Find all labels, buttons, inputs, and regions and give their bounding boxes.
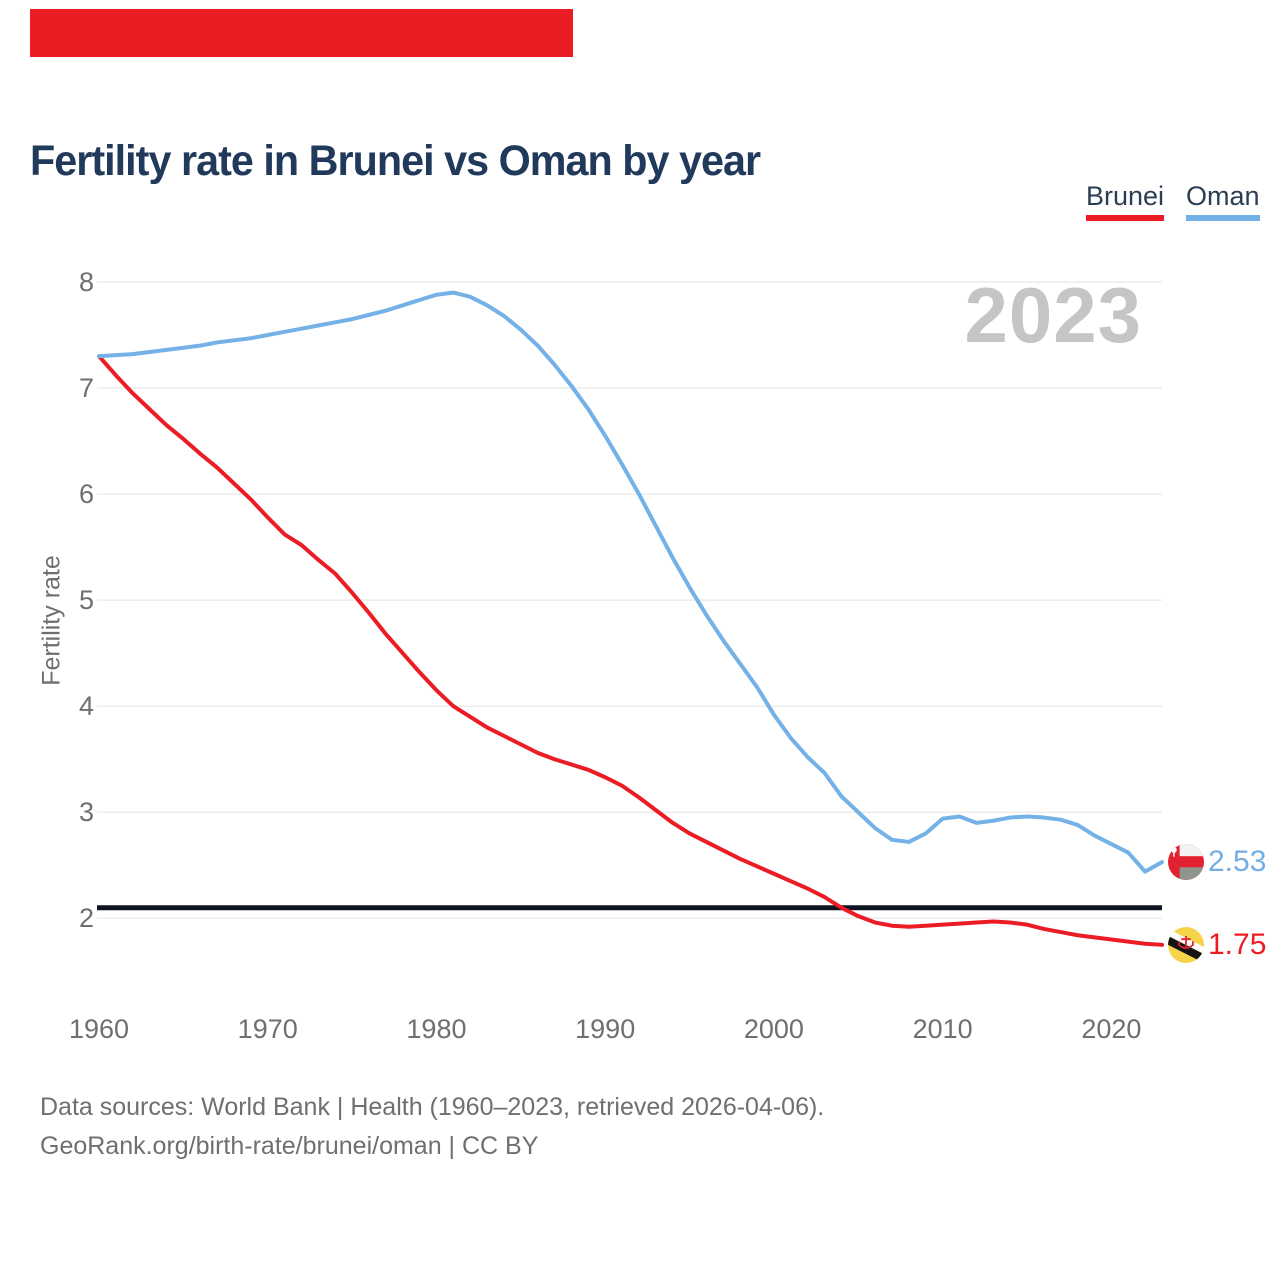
gridlines <box>97 281 1162 920</box>
legend-label-oman: Oman <box>1186 181 1260 211</box>
legend-swatch-oman <box>1186 215 1260 221</box>
oman-end-value: 2.53 <box>1207 845 1267 879</box>
legend-label-brunei: Brunei <box>1086 181 1165 211</box>
year-watermark: 2023 <box>964 271 1142 359</box>
x-tick-label: 2010 <box>912 1014 973 1044</box>
brunei-series-line <box>97 354 1164 947</box>
brunei-end-value: 1.75 <box>1207 927 1267 961</box>
x-tick-label: 2020 <box>1081 1014 1142 1044</box>
x-tick-label: 2000 <box>743 1014 804 1044</box>
x-tick-label: 1980 <box>406 1014 467 1044</box>
y-tick-label: 6 <box>78 479 94 510</box>
x-tick-label: 1960 <box>68 1014 130 1044</box>
page-title: Fertility rate in Brunei vs Oman by year <box>30 136 761 185</box>
x-tick-label: 1990 <box>575 1014 636 1044</box>
y-tick-label: 8 <box>78 267 94 297</box>
y-tick-label: 3 <box>78 797 94 828</box>
legend-swatch-brunei <box>1086 215 1165 221</box>
y-tick-label: 7 <box>78 373 94 404</box>
y-axis-title: Fertility rate <box>37 555 66 686</box>
footer-sources-line: Data sources: World Bank | Health (1960–… <box>40 1093 825 1121</box>
oman-flag-marker <box>1167 844 1204 881</box>
top-accent-bar <box>30 9 573 57</box>
legend: Brunei Oman <box>1086 183 1260 223</box>
y-tick-label: 5 <box>78 585 94 616</box>
y-tick-label: 2 <box>78 903 94 934</box>
y-tick-label: 4 <box>78 691 94 722</box>
brunei-flag-marker <box>1167 926 1204 963</box>
legend-item-brunei[interactable]: Brunei <box>1086 181 1165 221</box>
legend-item-oman[interactable]: Oman <box>1186 183 1260 221</box>
source-footer: Data sources: World Bank | Health (1960–… <box>40 1088 824 1166</box>
x-tick-label: 1970 <box>237 1014 298 1044</box>
footer-attribution-line: GeoRank.org/birth-rate/brunei/oman | CC … <box>40 1132 539 1160</box>
oman-series-line <box>97 290 1164 874</box>
